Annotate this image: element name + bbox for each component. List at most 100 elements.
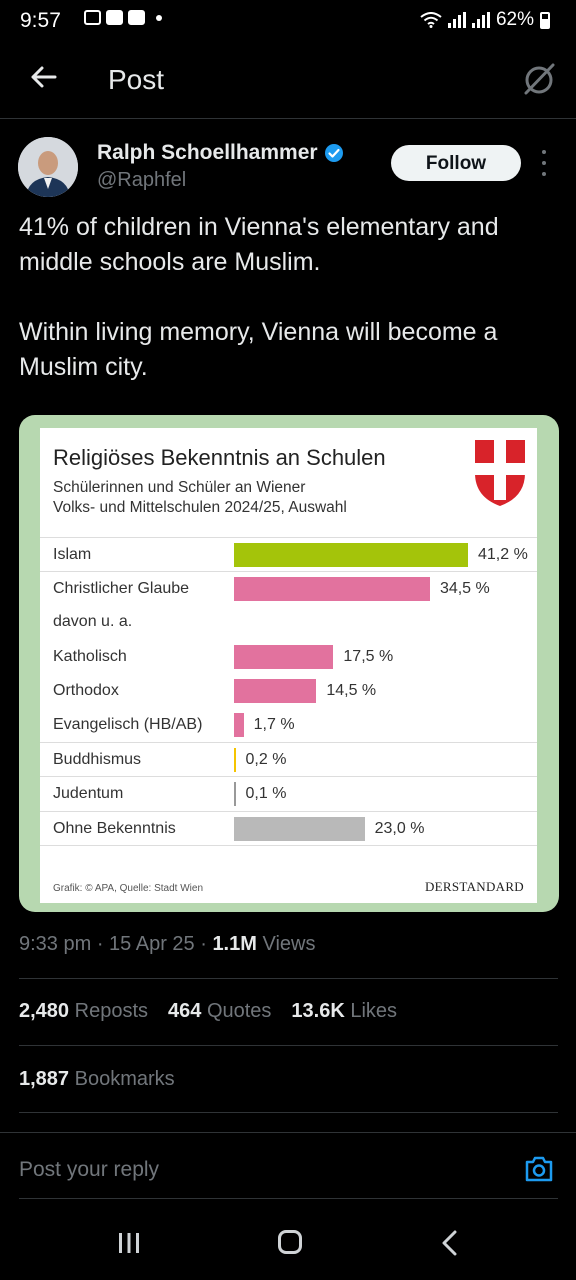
chart-category-label: Judentum <box>53 785 124 803</box>
signal-icon <box>447 12 466 28</box>
chart-bar <box>234 543 468 567</box>
likes-stat[interactable]: 13.6K Likes <box>291 1000 397 1023</box>
top-app-bar: Post <box>0 44 576 119</box>
likes-count: 13.6K <box>291 1000 345 1022</box>
divider <box>19 1198 558 1199</box>
battery-icon <box>540 11 550 29</box>
chart-category-label: Buddhismus <box>53 751 142 769</box>
divider <box>19 978 558 979</box>
chart-subtitle: Schülerinnen und Schüler an Wiener Volks… <box>53 478 433 518</box>
chart-title: Religiöses Bekenntnis an Schulen <box>53 445 386 470</box>
chart-category-label: Islam <box>53 546 92 563</box>
reposts-label: Reposts <box>74 1000 148 1022</box>
chart-bar <box>234 782 236 807</box>
chart-category-label: Katholisch <box>53 647 127 665</box>
chart-value-label: 41,2 % <box>478 546 528 563</box>
nav-back-icon[interactable] <box>440 1230 460 1256</box>
chart-category-label: Orthodox <box>53 681 119 699</box>
chart-value-label: 1,7 % <box>253 716 295 733</box>
system-navigation-bar <box>0 1200 576 1280</box>
youtube-icon <box>106 10 123 25</box>
author-handle[interactable]: @Raphfel <box>97 169 187 191</box>
likes-label: Likes <box>350 1000 398 1022</box>
chart-category-label: davon u. a. <box>53 613 133 631</box>
quotes-label: Quotes <box>206 1000 272 1022</box>
author-name-row[interactable]: Ralph Schoellhammer <box>97 141 344 165</box>
timestamp[interactable]: 9:33 pm · 15 Apr 25 · <box>19 933 213 955</box>
reposts-count: 2,480 <box>19 1000 70 1022</box>
avatar[interactable] <box>18 137 78 197</box>
chart-subtitle-line: Schülerinnen und Schüler an Wiener <box>53 479 306 496</box>
page-title: Post <box>108 64 165 95</box>
tweet-paragraph: 41% of children in Vienna's elementary a… <box>19 213 499 276</box>
home-icon[interactable] <box>278 1230 302 1254</box>
quotes-stat[interactable]: 464 Quotes <box>168 1000 271 1023</box>
chart-category-label: Christlicher Glaube <box>53 580 190 598</box>
chart-bar <box>234 713 244 737</box>
chart-row: Orthodox 14,5 % <box>40 674 537 708</box>
chart-bar <box>234 816 365 841</box>
verified-badge-icon <box>324 144 343 162</box>
notification-icons <box>84 10 162 25</box>
back-arrow-icon[interactable] <box>28 62 58 92</box>
more-notifications-icon <box>156 14 162 21</box>
engagement-stats: 2,480 Reposts 464 Quotes 13.6K Likes <box>19 1000 397 1023</box>
chart-value-label: 0,2 % <box>245 751 287 769</box>
status-bar: 9:57 62% <box>0 0 576 44</box>
views-label: Views <box>256 933 316 955</box>
chart-bar <box>234 748 236 773</box>
camera-icon[interactable] <box>524 1155 554 1183</box>
vienna-coat-of-arms-icon <box>475 440 525 506</box>
chart-bar <box>234 678 317 703</box>
bookmarks-stat[interactable]: 1,887 Bookmarks <box>19 1068 175 1091</box>
status-time: 9:57 <box>20 9 61 32</box>
chart-row: Katholisch 17,5 % <box>40 640 537 674</box>
post-timestamp: 9:33 pm · 15 Apr 25 · 1.1M Views <box>19 933 315 956</box>
chart-bar <box>234 577 430 602</box>
tweet-text: 41% of children in Vienna's elementary a… <box>19 210 559 385</box>
chart-row: Evangelisch (HB/AB) 1,7 % <box>40 708 537 742</box>
chart-value-label: 0,1 % <box>245 785 287 803</box>
chart-value-label: 23,0 % <box>374 819 425 837</box>
chart-value-label: 34,5 % <box>439 580 490 598</box>
more-options-icon[interactable] <box>540 150 548 176</box>
chart-value-label: 17,5 % <box>343 647 394 665</box>
attached-image[interactable]: Religiöses Bekenntnis an Schulen Schüler… <box>19 415 559 912</box>
chart-value-label: 14,5 % <box>326 681 377 699</box>
wifi-icon <box>420 12 442 28</box>
author-name[interactable]: Ralph Schoellhammer <box>97 141 318 164</box>
recents-icon[interactable] <box>118 1232 140 1254</box>
quotes-count: 464 <box>168 1000 202 1022</box>
chart-bottom-rule <box>40 844 537 846</box>
chart-category-label: Ohne Bekenntnis <box>53 819 176 837</box>
signal-icon-2 <box>471 12 490 28</box>
reposts-stat[interactable]: 2,480 Reposts <box>19 1000 148 1023</box>
chart-row: Christlicher Glaube 34,5 % <box>40 571 537 606</box>
chart-credit: Grafik: © APA, Quelle: Stadt Wien <box>53 883 204 894</box>
system-icons: 62% <box>420 9 550 31</box>
follow-button[interactable]: Follow <box>391 145 521 181</box>
chart-row: Buddhismus 0,2 % <box>40 742 537 777</box>
chart: Religiöses Bekenntnis an Schulen Schüler… <box>40 428 537 903</box>
chart-category-label: Evangelisch (HB/AB) <box>53 716 203 733</box>
avatar-image <box>18 137 78 197</box>
chart-row: Ohne Bekenntnis 23,0 % <box>40 810 537 846</box>
chart-row: davon u. a. <box>40 605 537 639</box>
grok-icon[interactable] <box>522 62 556 96</box>
battery-percent: 62% <box>495 9 534 30</box>
chart-subtitle-line: Volks- und Mittelschulen 2024/25, Auswah… <box>53 499 347 516</box>
reply-input[interactable]: Post your reply <box>19 1158 160 1181</box>
divider <box>19 1112 558 1113</box>
chart-row: Islam 41,2 % <box>40 537 537 572</box>
chart-bar <box>234 644 334 669</box>
divider <box>0 1132 576 1133</box>
tweet-paragraph: Within living memory, Vienna will become… <box>19 318 498 381</box>
bookmarks-count: 1,887 <box>19 1068 70 1090</box>
gallery-icon <box>84 10 101 25</box>
facebook-icon <box>128 10 145 25</box>
divider <box>19 1045 558 1046</box>
bookmarks-label: Bookmarks <box>74 1068 175 1090</box>
chart-row: Judentum 0,1 % <box>40 776 537 811</box>
brand-logo: DERSTANDARD <box>424 879 524 894</box>
views-count: 1.1M <box>212 933 257 955</box>
